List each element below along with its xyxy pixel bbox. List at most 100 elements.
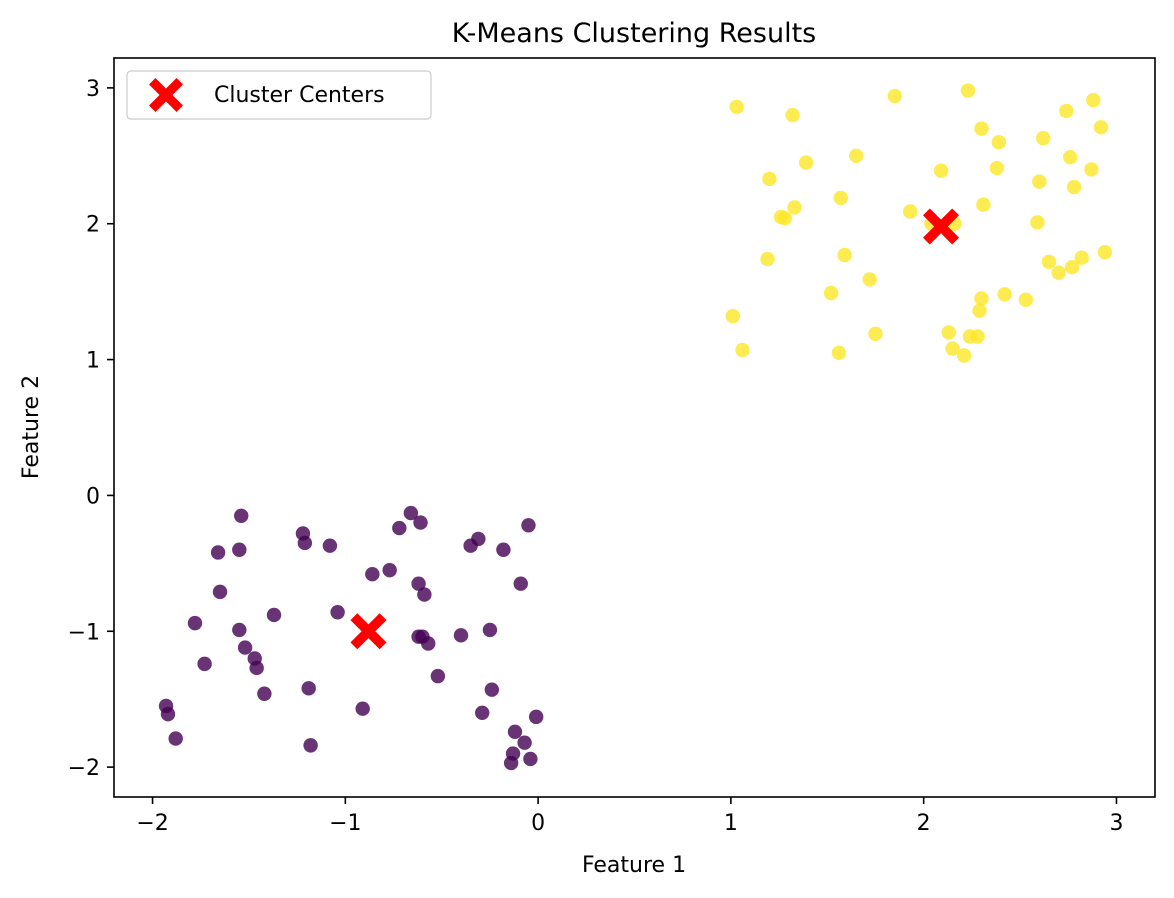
cluster-0-point: [303, 738, 318, 753]
cluster-0-point: [517, 735, 532, 750]
cluster-0-point: [234, 508, 249, 523]
data-points: [158, 83, 1113, 771]
cluster-1-point: [933, 163, 949, 178]
cluster-0-point: [301, 681, 316, 696]
cluster-0-point: [160, 706, 176, 722]
cluster-0-point: [382, 562, 397, 578]
legend-label-cluster-centers: Cluster Centers: [214, 83, 385, 108]
cluster-1-point: [974, 291, 989, 306]
legend: Cluster Centers: [126, 70, 432, 120]
y-tick-label: −2: [68, 756, 100, 781]
cluster-1-point: [1097, 245, 1113, 260]
x-axis-ticks: −2 −1 0 1 2 3: [136, 797, 1123, 836]
plot-area-frame: [113, 57, 1156, 798]
y-tick-label: 1: [86, 349, 100, 374]
cluster-1-point: [862, 272, 877, 287]
cluster-0-point: [187, 615, 203, 631]
y-tick-label: 0: [86, 484, 100, 509]
cluster-1-point: [989, 160, 1005, 176]
cluster-0-point: [528, 709, 544, 725]
cluster-1-point: [1030, 215, 1045, 230]
cluster-1-point: [777, 211, 793, 226]
cluster-0-point: [237, 640, 253, 655]
legend-center-marker: [149, 78, 183, 112]
cluster-1-point: [1041, 254, 1057, 269]
cluster-0-point: [232, 622, 247, 638]
cluster-1-point: [1032, 174, 1047, 189]
legend-x-marker: [149, 78, 183, 112]
cluster-0-point: [297, 535, 313, 551]
cluster-1-point: [1059, 103, 1074, 119]
cluster-1-point: [1064, 260, 1080, 275]
x-tick-label: −1: [329, 811, 361, 836]
x-tick-label: 2: [917, 811, 931, 836]
cluster-1-point: [1093, 120, 1109, 135]
cluster-1-point: [787, 200, 802, 215]
cluster-1-point: [902, 204, 918, 219]
cluster-0-point: [355, 701, 370, 716]
cluster-1-point: [974, 121, 989, 136]
cluster-1-point: [1062, 149, 1078, 165]
legend-frame: [126, 70, 432, 120]
y-tick-label: 3: [86, 77, 100, 102]
cluster-1-point: [785, 107, 800, 123]
cluster-0-point: [475, 705, 490, 720]
cluster-0-point: [365, 567, 380, 582]
cluster-0-point: [392, 520, 407, 536]
cluster-0-point: [496, 542, 511, 557]
cluster-0-point: [523, 751, 538, 767]
cluster-1-point: [760, 251, 775, 267]
cluster-1-point: [762, 171, 777, 187]
cluster-0-point: [505, 746, 521, 761]
cluster-1-point: [848, 148, 864, 164]
cluster-0-point: [453, 628, 469, 643]
cluster-1-point: [972, 303, 987, 318]
cluster-0-point: [411, 576, 426, 591]
y-tick-label: −1: [68, 620, 100, 645]
cluster-1-point: [837, 247, 852, 263]
cluster-1-point: [1018, 292, 1034, 308]
cluster-1-point: [1051, 265, 1066, 280]
cluster-1-point: [1035, 130, 1051, 146]
cluster-0-point: [330, 605, 345, 620]
cluster-center-marker: [350, 613, 387, 650]
cluster-0-point: [403, 505, 419, 521]
cluster-1-point: [960, 83, 976, 98]
cluster-0-point: [197, 656, 212, 672]
cluster-0-point: [513, 576, 528, 591]
cluster-1-point: [945, 341, 960, 356]
cluster-1-point: [997, 287, 1012, 302]
cluster-0-point: [249, 660, 264, 676]
cluster-1-point: [970, 329, 985, 344]
cluster-1-point: [729, 99, 744, 115]
y-tick-label: 2: [86, 213, 100, 238]
cluster-1-point: [956, 348, 972, 363]
cluster-0-point: [232, 542, 247, 557]
cluster-0-point: [266, 607, 282, 623]
cluster-0-point: [421, 636, 436, 651]
cluster-1-point: [887, 88, 902, 104]
cluster-0-point: [417, 587, 432, 602]
x-tick-label: −2: [136, 811, 168, 836]
cluster-centers: [350, 208, 960, 650]
cluster-1-point: [831, 345, 847, 360]
cluster-1-point: [941, 325, 956, 340]
cluster-0-point: [168, 731, 183, 746]
cluster-0-point: [430, 668, 446, 684]
cluster-1-point: [725, 308, 741, 324]
cluster-1-point: [798, 155, 814, 170]
cluster-1-point: [1084, 162, 1099, 177]
y-axis-label: Feature 2: [19, 375, 44, 479]
cluster-0-point: [521, 518, 536, 533]
cluster-1-point: [976, 197, 991, 212]
cluster-0-point: [482, 622, 498, 638]
chart-title: K-Means Clustering Results: [452, 18, 817, 49]
cluster-1-point: [833, 190, 848, 206]
x-axis-label: Feature 1: [582, 853, 686, 878]
cluster-0-point: [471, 531, 486, 547]
cluster-1-point: [1066, 179, 1082, 195]
x-tick-label: 1: [724, 811, 738, 836]
cluster-1-point: [735, 342, 750, 358]
cluster-1-point: [1074, 250, 1089, 265]
